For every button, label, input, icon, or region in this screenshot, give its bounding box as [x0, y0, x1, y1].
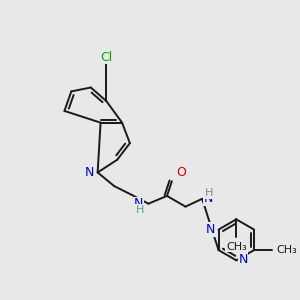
- Text: N: N: [206, 223, 216, 236]
- Text: N: N: [238, 253, 248, 266]
- Text: CH₃: CH₃: [277, 245, 297, 255]
- Text: Cl: Cl: [100, 51, 112, 64]
- Text: O: O: [176, 166, 186, 179]
- Text: N: N: [204, 192, 214, 205]
- Text: N: N: [134, 197, 143, 210]
- Text: H: H: [136, 205, 144, 214]
- Text: H: H: [205, 188, 213, 198]
- Text: CH₃: CH₃: [226, 242, 247, 252]
- Text: N: N: [84, 166, 94, 179]
